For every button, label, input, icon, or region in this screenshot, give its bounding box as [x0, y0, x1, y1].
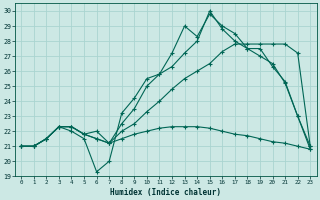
X-axis label: Humidex (Indice chaleur): Humidex (Indice chaleur) — [110, 188, 221, 197]
